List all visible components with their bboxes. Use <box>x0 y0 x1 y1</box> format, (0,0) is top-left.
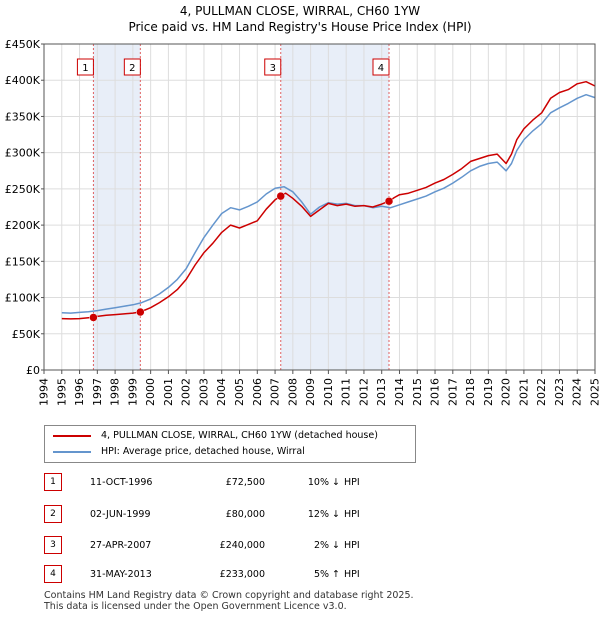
y-tick-label: £350K <box>5 110 41 123</box>
transaction-price: £72,500 <box>225 477 265 488</box>
x-tick-label: 2012 <box>357 378 370 406</box>
transaction-price: £240,000 <box>219 540 265 551</box>
x-tick-label: 1994 <box>38 378 51 406</box>
x-tick-label: 2020 <box>500 378 513 406</box>
x-tick-label: 2002 <box>180 378 193 406</box>
x-tick-label: 2017 <box>446 378 459 406</box>
x-tick-label: 2009 <box>304 378 317 406</box>
property-series-line <box>61 80 596 320</box>
x-tick-label: 1997 <box>91 378 104 406</box>
x-tick-label: 2011 <box>340 378 353 406</box>
y-axis-labels: £0 £50K £100K £150K £200K £250K £300K £350K £400… <box>5 38 41 377</box>
y-tick-label: £100K <box>5 292 41 305</box>
sale-number-boxes: 1 2 3 4 <box>76 58 390 76</box>
chart-legend: 4, PULLMAN CLOSE, WIRRAL, CH60 1YW (deta… <box>44 425 416 463</box>
table-row: 3 27-APR-2007 £240,000 2% ↓ HPI <box>44 536 600 554</box>
y-tick-label: £0 <box>26 364 40 377</box>
chart-title-subtitle: Price paid vs. HM Land Registry's House … <box>128 20 472 34</box>
sale-point <box>384 196 394 206</box>
sale-point <box>136 307 145 317</box>
sale-number-box <box>372 58 390 76</box>
sale-number-label: 4 <box>378 63 384 74</box>
x-tick-label: 2023 <box>553 378 566 406</box>
footer-note: Contains HM Land Registry data © Crown c… <box>44 590 414 612</box>
x-tick-label: 2024 <box>571 378 584 406</box>
legend-swatch-hpi <box>53 451 91 453</box>
sale-period-shading <box>93 44 389 370</box>
y-tick-label: £50K <box>12 328 41 341</box>
x-tick-label: 2021 <box>517 378 530 406</box>
y-tick-label: £200K <box>5 219 41 232</box>
x-tick-label: 2004 <box>215 378 228 406</box>
table-row: 2 02-JUN-1999 £80,000 12% ↓ HPI <box>44 505 600 523</box>
x-tick-label: 2010 <box>322 378 335 406</box>
footer-copyright: Contains HM Land Registry data © Crown c… <box>44 590 414 601</box>
x-tick-label: 2013 <box>375 378 388 406</box>
x-tick-label: 2001 <box>162 378 175 406</box>
x-tick-label: 1998 <box>109 378 122 406</box>
sale-points <box>89 191 394 322</box>
transaction-number: 2 <box>44 505 62 523</box>
transaction-hpi-diff: 2% ↓ <box>313 540 340 551</box>
x-tick-label: 2005 <box>233 378 246 406</box>
sale-number-box <box>123 58 141 76</box>
series-lines <box>61 80 596 320</box>
legend-label-property: 4, PULLMAN CLOSE, WIRRAL, CH60 1YW (deta… <box>101 430 378 441</box>
transaction-hpi-diff: 12% ↓ <box>307 509 340 520</box>
table-row: 4 31-MAY-2013 £233,000 5% ↑ HPI <box>44 565 600 583</box>
transaction-hpi-label: HPI <box>344 540 360 551</box>
x-tick-label: 2015 <box>411 378 424 406</box>
transaction-hpi-label: HPI <box>344 509 360 520</box>
sale-number-label: 2 <box>129 63 135 74</box>
transaction-date: 11-OCT-1996 <box>90 477 153 488</box>
legend-label-hpi: HPI: Average price, detached house, Wirr… <box>101 446 305 457</box>
sale-point <box>89 313 98 322</box>
transaction-number: 3 <box>44 536 62 554</box>
transaction-price: £80,000 <box>225 509 265 520</box>
transaction-hpi-label: HPI <box>344 569 360 580</box>
sale-number-box <box>76 58 94 76</box>
x-tick-label: 2007 <box>269 378 282 406</box>
transaction-price: £233,000 <box>219 569 265 580</box>
x-tick-label: 2003 <box>197 378 210 406</box>
transaction-hpi-diff: 10% ↓ <box>307 477 340 488</box>
x-tick-label: 1996 <box>73 378 86 406</box>
sale-point <box>276 191 286 201</box>
y-tick-label: £150K <box>5 255 41 268</box>
legend-swatch-property <box>53 435 91 437</box>
chart-title-address: 4, PULLMAN CLOSE, WIRRAL, CH60 1YW <box>179 4 421 18</box>
x-tick-label: 1999 <box>126 378 139 406</box>
x-tick-label: 2014 <box>393 378 406 406</box>
y-tick-label: £400K <box>5 74 41 87</box>
transaction-hpi-label: HPI <box>344 477 360 488</box>
hpi-series-line <box>61 93 596 314</box>
sale-number-label: 3 <box>270 63 276 74</box>
sale-number-label: 1 <box>82 63 88 74</box>
y-tick-label: £450K <box>5 38 41 51</box>
x-tick-label: 2018 <box>464 378 477 406</box>
table-row: 1 11-OCT-1996 £72,500 10% ↓ HPI <box>44 473 600 491</box>
y-tick-label: £300K <box>5 147 41 160</box>
x-tick-label: 2006 <box>251 378 264 406</box>
y-tick-label: £250K <box>5 183 41 196</box>
x-tick-label: 2008 <box>286 378 299 406</box>
price-chart: £0 £50K £100K £150K £200K £250K £300K £350K £400… <box>5 38 600 406</box>
transaction-number: 1 <box>44 473 62 491</box>
transaction-number: 4 <box>44 565 62 583</box>
transaction-date: 31-MAY-2013 <box>90 569 152 580</box>
x-axis-labels: 1994 1995 1996 1997 1998 1999 2000 2001 2002 2003… <box>38 378 600 406</box>
transaction-hpi-diff: 5% ↑ <box>313 569 340 580</box>
plot-frame <box>43 43 596 371</box>
transaction-date: 27-APR-2007 <box>90 540 152 551</box>
x-tick-label: 2019 <box>482 378 495 406</box>
transaction-date: 02-JUN-1999 <box>90 509 151 520</box>
x-tick-label: 2022 <box>535 378 548 406</box>
x-tick-label: 2000 <box>144 378 157 406</box>
sale-number-box <box>264 58 282 76</box>
x-tick-label: 2025 <box>589 378 600 406</box>
footer-licence: This data is licensed under the Open Gov… <box>44 601 347 612</box>
x-tick-label: 2016 <box>429 378 442 406</box>
x-tick-label: 1995 <box>55 378 68 406</box>
